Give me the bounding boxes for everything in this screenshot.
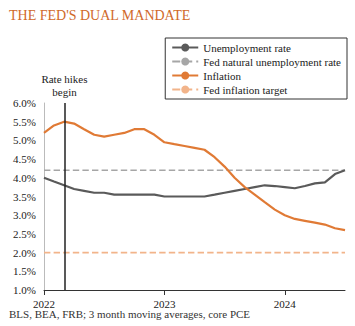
svg-text:Unemployment rate: Unemployment rate (203, 42, 291, 54)
svg-text:2024: 2024 (274, 298, 297, 310)
svg-text:Inflation: Inflation (203, 70, 241, 82)
svg-text:2022: 2022 (33, 297, 55, 310)
svg-text:3.5%: 3.5% (13, 191, 36, 203)
svg-text:6.0%: 6.0% (13, 97, 36, 109)
svg-text:begin: begin (52, 86, 77, 98)
svg-text:THE FED'S DUAL MANDATE: THE FED'S DUAL MANDATE (9, 8, 190, 23)
svg-text:Fed natural unemployment rate: Fed natural unemployment rate (203, 56, 341, 68)
svg-text:4.0%: 4.0% (13, 172, 36, 184)
svg-text:2.0%: 2.0% (13, 247, 36, 259)
svg-text:2023: 2023 (153, 297, 176, 310)
svg-text:1.0%: 1.0% (13, 284, 36, 296)
svg-text:5.5%: 5.5% (13, 116, 36, 128)
svg-text:Fed inflation target: Fed inflation target (203, 84, 287, 96)
svg-text:4.5%: 4.5% (13, 153, 36, 165)
svg-text:Rate hikes: Rate hikes (41, 73, 87, 85)
svg-text:1.5%: 1.5% (13, 265, 36, 277)
svg-text:2.5%: 2.5% (13, 228, 36, 240)
svg-text:BLS, BEA, FRB; 3 month moving: BLS, BEA, FRB; 3 month moving averages, … (9, 308, 250, 320)
svg-text:5.0%: 5.0% (13, 134, 36, 146)
svg-text:3.0%: 3.0% (13, 209, 36, 221)
